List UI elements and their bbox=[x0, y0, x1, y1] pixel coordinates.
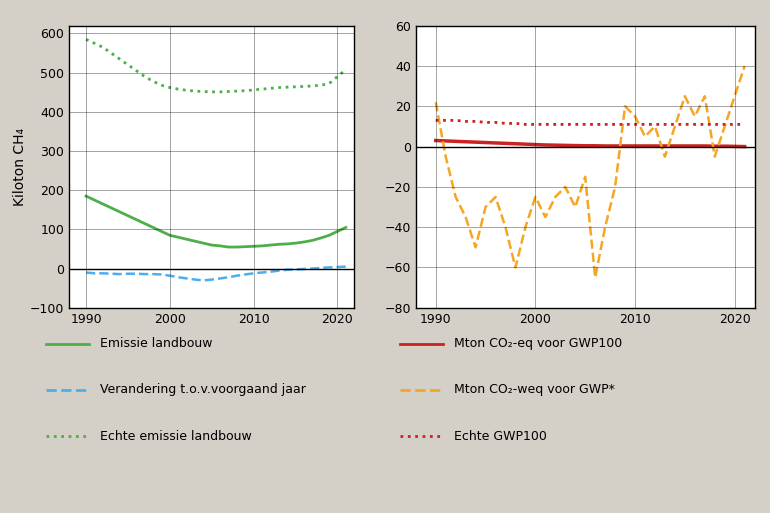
Text: Verandering t.o.v.voorgaand jaar: Verandering t.o.v.voorgaand jaar bbox=[100, 383, 306, 397]
Text: Echte GWP100: Echte GWP100 bbox=[454, 429, 547, 443]
Text: Emissie landbouw: Emissie landbouw bbox=[100, 337, 213, 350]
Text: Mton CO₂-eq voor GWP100: Mton CO₂-eq voor GWP100 bbox=[454, 337, 623, 350]
Text: Mton CO₂-weq voor GWP*: Mton CO₂-weq voor GWP* bbox=[454, 383, 615, 397]
Y-axis label: Kiloton CH₄: Kiloton CH₄ bbox=[13, 128, 27, 206]
Text: Echte emissie landbouw: Echte emissie landbouw bbox=[100, 429, 252, 443]
